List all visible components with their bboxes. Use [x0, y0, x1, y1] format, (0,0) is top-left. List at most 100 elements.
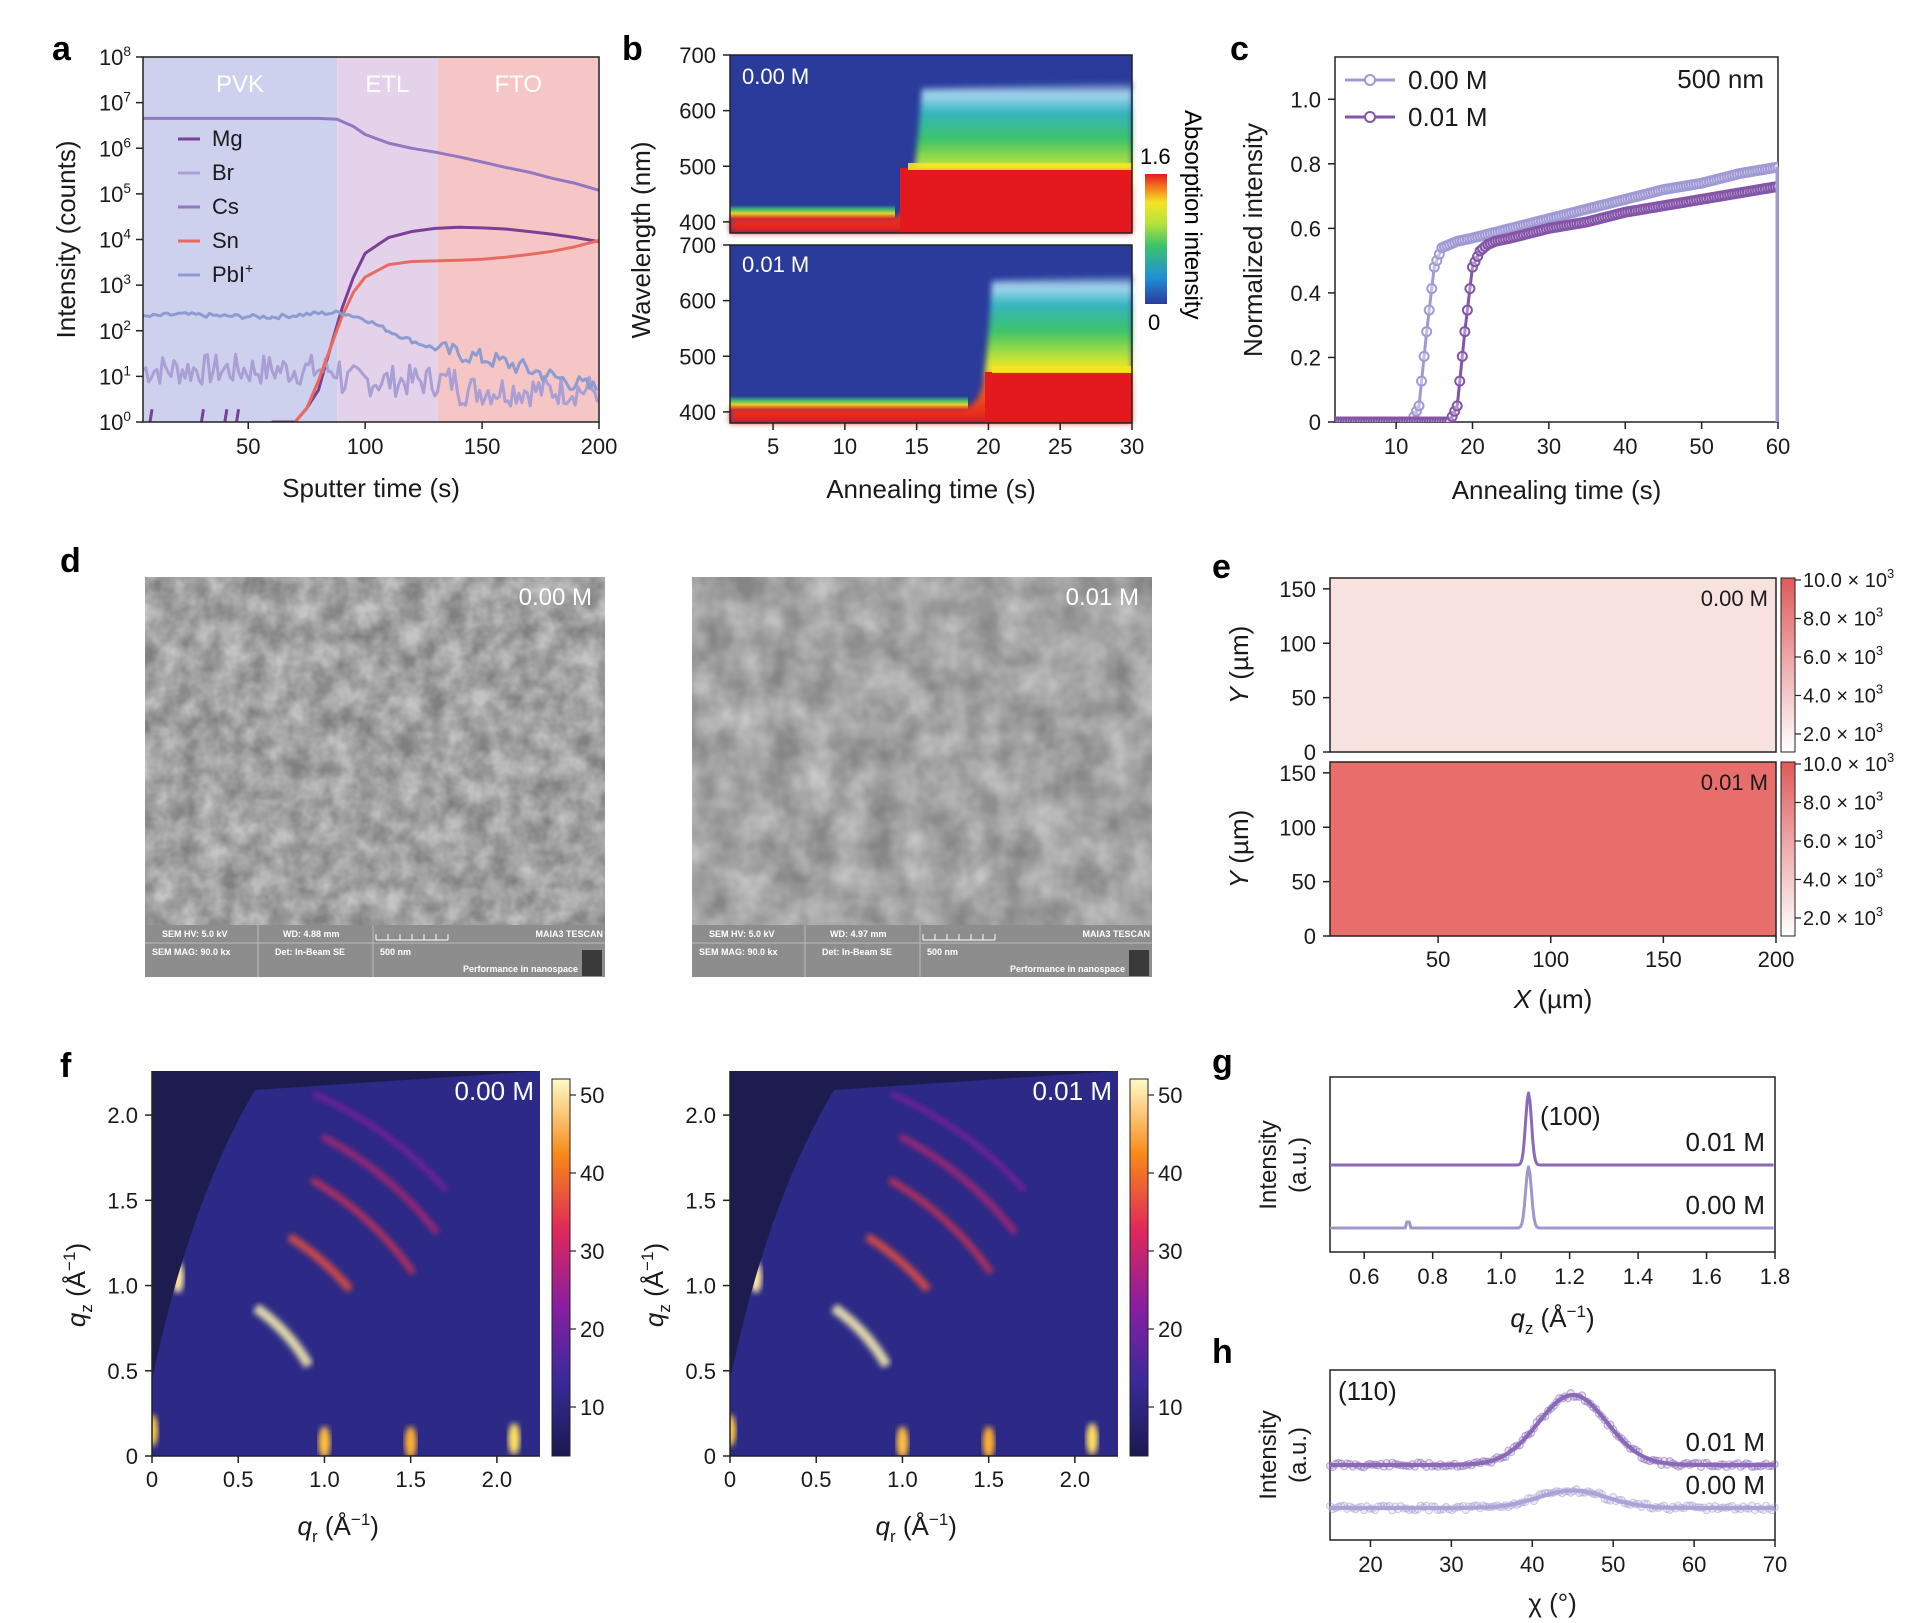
y-tick-label-c: 0.8 [1290, 152, 1321, 177]
x-tick-label-f: 0.5 [801, 1467, 832, 1492]
y-tick-label-e: 150 [1279, 761, 1316, 786]
giwaxs-arc [310, 1177, 416, 1275]
giwaxs-spot [730, 1414, 736, 1447]
y-tick-label-b: 400 [679, 400, 716, 425]
giwaxs-arc [830, 1303, 892, 1369]
point-c-1 [1459, 326, 1471, 338]
point-c-1 [1472, 250, 1484, 262]
point-c-0 [1423, 304, 1435, 316]
colorbar-e-tick-label: 10.0 × 103 [1803, 750, 1894, 776]
sem-right-tagline: Performance in nanospace [1010, 964, 1125, 974]
colorbar-f-tick-label: 30 [580, 1239, 604, 1264]
colorbar-b-min: 0 [1148, 310, 1160, 335]
map-e-1 [1330, 762, 1776, 936]
region-label-pvk: PVK [216, 71, 264, 98]
series-h-1 [1330, 1488, 1775, 1510]
x-tick-label-h: 60 [1682, 1552, 1706, 1577]
y-tick-label-f: 1.0 [107, 1274, 138, 1299]
x-axis-label-h: χ (°) [1528, 1588, 1577, 1618]
x-tick-label-f: 1.0 [887, 1467, 918, 1492]
y-tick-label-e: 100 [1279, 815, 1316, 840]
giwaxs-arc [890, 1091, 1027, 1193]
legend-a-label-mg: Mg [212, 126, 243, 151]
x-tick-label-f: 0.5 [223, 1467, 254, 1492]
y-tick-label-c: 0 [1309, 410, 1321, 435]
point-c-0 [1418, 350, 1430, 362]
point-c-1 [1466, 261, 1478, 273]
y-tick-label-b: 600 [679, 289, 716, 314]
colorbar-f-tick-label: 20 [1158, 1317, 1182, 1342]
x-tick-label-e: 50 [1426, 947, 1450, 972]
legend-a-label-br: Br [212, 160, 234, 185]
colorbar-e-tick-label: 10.0 × 103 [1803, 566, 1894, 592]
giwaxs-spot [508, 1422, 521, 1455]
panel-f-giwaxs: 0 0.5 1.0 1.5 2.0 0 0.5 1.0 1.5 2.0 0.00 M qr (Å−1)… [60, 1071, 1182, 1546]
sem-left-det: Det: In-Beam SE [275, 947, 345, 957]
legend-a-label-cs: Cs [212, 194, 239, 219]
y-axis-label-c: Normalized intensity [1238, 123, 1268, 357]
series-h-label-0: 0.01 M [1686, 1427, 1766, 1457]
x-tick-label-g: 1.2 [1554, 1264, 1585, 1289]
x-axis-label-c: Annealing time (s) [1452, 475, 1662, 505]
map-e-frame-0 [1329, 577, 1777, 753]
giwaxs-spot [896, 1426, 909, 1456]
colorbar-e-1 [1780, 761, 1796, 937]
x-tick-label-a: 50 [236, 434, 260, 459]
sem-left-brand: MAIA3 TESCAN [535, 929, 603, 939]
y-tick-label-e: 150 [1279, 577, 1316, 602]
x-tick-label-g: 0.6 [1349, 1264, 1380, 1289]
y-tick-label-e: 0 [1304, 924, 1316, 949]
panel-c-normalized-intensity: 10 20 30 40 50 60 0 0.2 0.4 0.6 0.8 1.0 Annealing ti… [1238, 56, 1790, 505]
x-tick-label-e: 100 [1532, 947, 1569, 972]
x-tick-label-a: 200 [581, 434, 618, 459]
giwaxs-spot [1086, 1422, 1099, 1455]
giwaxs-arc [888, 1177, 994, 1275]
colorbar-f-tick-label: 40 [580, 1161, 604, 1186]
giwaxs-arc [286, 1233, 354, 1293]
x-tick-label-f: 0 [146, 1467, 158, 1492]
giwaxs-arc [252, 1303, 314, 1369]
point-c-0 [1410, 405, 1422, 417]
panel-e-maps: 0.00 M 0 50 100 150 Y (µm) 10.0 × 103 8.0 × 103… [1224, 566, 1894, 1014]
x-tick-label-f: 0 [724, 1467, 736, 1492]
heatmap-b-top [730, 55, 1132, 233]
y-tick-label-b: 600 [679, 99, 716, 124]
panel-letter-c: c [1230, 30, 1249, 68]
colorbar-e-tick-label: 8.0 × 103 [1803, 789, 1883, 815]
panel-letter-h: h [1212, 1333, 1233, 1371]
x-tick-label-c: 10 [1384, 434, 1408, 459]
giwaxs-spot [152, 1414, 158, 1447]
heatmap-b-top-label: 0.00 M [742, 64, 809, 89]
y-tick-label-a: 102 [99, 318, 131, 344]
x-axis-label-f-0: qr (Å−1) [298, 1510, 379, 1546]
y-tick-label-f: 2.0 [107, 1103, 138, 1128]
colorbar-e-tick-label: 6.0 × 103 [1803, 643, 1883, 669]
axes-frame-h [1329, 1369, 1776, 1541]
point-c-1 [1461, 304, 1473, 316]
x-tick-label-g: 1.4 [1623, 1264, 1654, 1289]
x-tick-label-b: 15 [904, 434, 928, 459]
x-tick-label-h: 30 [1439, 1552, 1463, 1577]
y-tick-label-a: 108 [99, 44, 131, 70]
y-tick-label-f: 0.5 [107, 1359, 138, 1384]
colorbar-e-0 [1780, 577, 1796, 753]
region-label-etl: ETL [365, 71, 409, 98]
x-tick-label-c: 20 [1460, 434, 1484, 459]
y-axis-label-b: Wavelength (nm) [626, 142, 656, 339]
colorbar-f-tick-label: 30 [1158, 1239, 1182, 1264]
y-tick-label-a: 103 [99, 272, 131, 298]
giwaxs-arc [898, 1133, 1018, 1235]
colorbar-f-tick-label: 20 [580, 1317, 604, 1342]
y-axis-label-g: Intensity [1255, 1120, 1282, 1209]
y-tick-label-f: 1.5 [107, 1188, 138, 1213]
colorbar-e-tick-label: 2.0 × 103 [1803, 904, 1883, 930]
legend-c-marker-1 [1364, 111, 1376, 123]
y-tick-label-b: 400 [679, 210, 716, 235]
y-axis-label-e-1: Y (µm) [1224, 810, 1254, 889]
mg-spike [223, 409, 229, 422]
map-e-label-0: 0.00 M [1701, 586, 1768, 611]
panel-letter-f: f [60, 1047, 72, 1085]
x-tick-label-a: 150 [464, 434, 501, 459]
x-tick-label-b: 10 [833, 434, 857, 459]
x-tick-label-b: 20 [976, 434, 1000, 459]
